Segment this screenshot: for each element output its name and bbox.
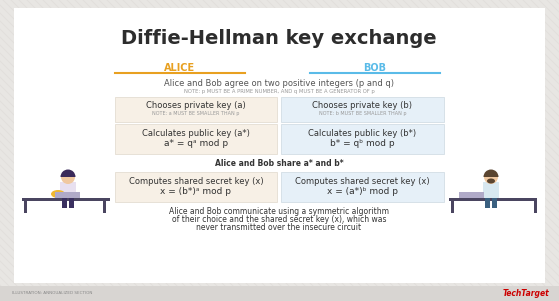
Text: b* = qᵇ mod p: b* = qᵇ mod p [330,139,395,148]
Bar [115,97,277,122]
Text: ILLUSTRATION: ANNOUALIZED SECTION: ILLUSTRATION: ANNOUALIZED SECTION [12,291,92,295]
Text: never transmitted over the insecure circuit: never transmitted over the insecure circ… [196,224,362,232]
Bar [115,172,277,202]
Text: NOTE: p MUST BE A PRIME NUMBER, AND q MUST BE A GENERATOR OF p: NOTE: p MUST BE A PRIME NUMBER, AND q MU… [183,88,375,94]
Text: x = (b*)ᵃ mod p: x = (b*)ᵃ mod p [160,188,231,197]
Bar [281,124,444,154]
Ellipse shape [51,190,65,198]
Text: Calculates public key (a*): Calculates public key (a*) [142,129,250,138]
Text: of their choice and the shared secret key (x), which was: of their choice and the shared secret ke… [172,216,386,225]
Text: Alice and Bob share a* and b*: Alice and Bob share a* and b* [215,160,343,169]
Text: NOTE: b MUST BE SMALLER THAN p: NOTE: b MUST BE SMALLER THAN p [319,111,406,116]
Circle shape [61,170,75,184]
Text: Computes shared secret key (x): Computes shared secret key (x) [129,176,263,185]
Text: Chooses private key (b): Chooses private key (b) [312,101,413,110]
Bar [62,198,67,208]
Text: Diffie-Hellman key exchange: Diffie-Hellman key exchange [121,29,437,48]
Bar [281,97,444,122]
Circle shape [484,170,498,184]
Bar [103,201,106,213]
Bar [483,182,499,198]
Bar [22,198,110,201]
Bar [281,172,444,202]
Text: BOB: BOB [363,63,386,73]
Text: Computes shared secret key (x): Computes shared secret key (x) [295,176,430,185]
Bar [459,192,484,198]
Ellipse shape [487,178,495,184]
Text: Chooses private key (a): Chooses private key (a) [146,101,246,110]
Bar [115,124,277,154]
Text: x = (a*)ᵇ mod p: x = (a*)ᵇ mod p [327,188,398,197]
Bar [55,192,80,198]
Bar [449,198,537,201]
Bar [451,201,454,213]
Bar [492,198,497,208]
Text: NOTE: a MUST BE SMALLER THAN p: NOTE: a MUST BE SMALLER THAN p [152,111,240,116]
Bar [24,201,27,213]
Bar [534,201,537,213]
Bar [0,286,559,301]
Text: Alice and Bob communicate using a symmetric algorithm: Alice and Bob communicate using a symmet… [169,207,389,216]
Text: Calculates public key (b*): Calculates public key (b*) [309,129,416,138]
Text: ALICE: ALICE [164,63,196,73]
Bar [60,182,76,198]
Bar [69,198,74,208]
Text: Alice and Bob agree on two positive integers (p and q): Alice and Bob agree on two positive inte… [164,79,394,88]
Text: a* = qᵃ mod p: a* = qᵃ mod p [164,139,228,148]
Text: TechTarget: TechTarget [502,288,549,297]
Wedge shape [60,169,75,177]
Bar [485,198,490,208]
Wedge shape [484,169,499,177]
